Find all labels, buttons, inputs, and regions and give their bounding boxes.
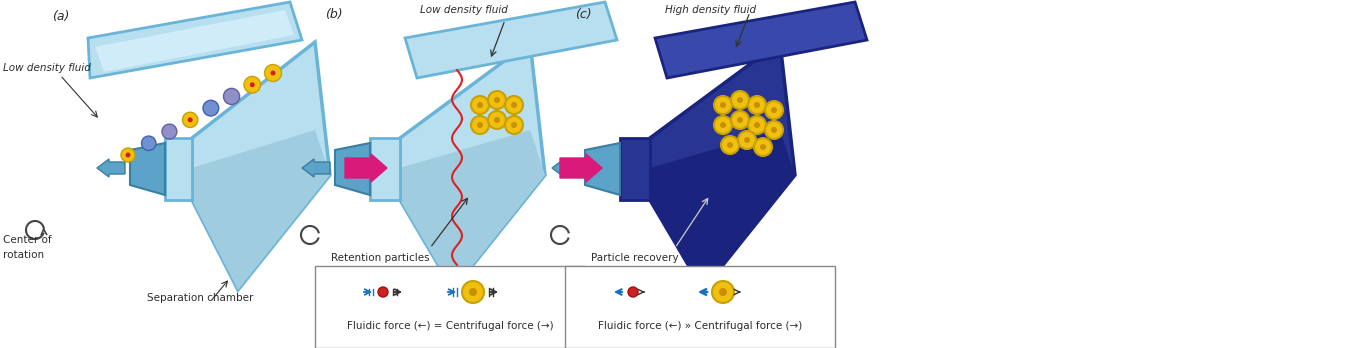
Polygon shape — [650, 130, 795, 290]
Circle shape — [462, 281, 484, 303]
FancyArrow shape — [98, 159, 125, 177]
Circle shape — [628, 287, 639, 297]
Circle shape — [488, 91, 506, 109]
Text: Low density fluid: Low density fluid — [3, 63, 91, 73]
Circle shape — [715, 116, 732, 134]
Circle shape — [161, 124, 176, 139]
Polygon shape — [620, 138, 650, 200]
Text: Fluidic force (←) = Centrifugal force (→): Fluidic force (←) = Centrifugal force (→… — [347, 321, 553, 331]
Circle shape — [754, 122, 759, 128]
Circle shape — [749, 96, 766, 114]
Circle shape — [126, 152, 130, 158]
Circle shape — [224, 88, 240, 104]
Circle shape — [183, 112, 198, 127]
Circle shape — [504, 96, 523, 114]
Text: Particle recovery: Particle recovery — [591, 253, 679, 263]
Circle shape — [121, 148, 136, 162]
Circle shape — [721, 136, 739, 154]
Text: Separation chamber: Separation chamber — [146, 293, 254, 303]
Circle shape — [494, 97, 500, 103]
Circle shape — [738, 97, 743, 103]
Circle shape — [511, 102, 517, 108]
Polygon shape — [584, 143, 620, 195]
Polygon shape — [95, 10, 294, 72]
Circle shape — [754, 102, 759, 108]
Circle shape — [494, 117, 500, 123]
Text: Fluidic force (←) » Centrifugal force (→): Fluidic force (←) » Centrifugal force (→… — [598, 321, 803, 331]
Polygon shape — [335, 143, 370, 195]
Circle shape — [187, 117, 193, 122]
Circle shape — [264, 64, 282, 81]
Circle shape — [759, 144, 766, 150]
Polygon shape — [370, 138, 400, 200]
Polygon shape — [655, 2, 866, 78]
Circle shape — [719, 288, 727, 296]
Text: (b): (b) — [325, 8, 343, 21]
Circle shape — [712, 281, 734, 303]
Circle shape — [141, 136, 156, 150]
FancyArrow shape — [552, 159, 580, 177]
Circle shape — [244, 77, 260, 93]
Circle shape — [203, 100, 218, 116]
Circle shape — [477, 122, 483, 128]
Circle shape — [511, 122, 517, 128]
Circle shape — [378, 287, 388, 297]
Polygon shape — [193, 42, 330, 290]
Circle shape — [754, 138, 772, 156]
Polygon shape — [165, 138, 193, 200]
FancyArrow shape — [560, 154, 602, 182]
Circle shape — [765, 101, 782, 119]
Polygon shape — [130, 143, 165, 195]
Bar — [315, 266, 584, 348]
Circle shape — [731, 91, 749, 109]
Circle shape — [772, 127, 777, 133]
Polygon shape — [400, 42, 545, 290]
FancyArrow shape — [344, 154, 386, 182]
Polygon shape — [650, 42, 795, 290]
Circle shape — [731, 111, 749, 129]
Circle shape — [738, 131, 757, 149]
Text: High density fluid: High density fluid — [664, 5, 757, 15]
Circle shape — [720, 122, 725, 128]
FancyArrow shape — [302, 159, 330, 177]
Circle shape — [469, 288, 477, 296]
Text: (c): (c) — [575, 8, 591, 21]
Circle shape — [715, 96, 732, 114]
Circle shape — [250, 82, 255, 87]
Text: Low density fluid: Low density fluid — [420, 5, 508, 15]
Circle shape — [738, 117, 743, 123]
Text: Center of: Center of — [3, 235, 52, 245]
Circle shape — [471, 96, 490, 114]
Polygon shape — [193, 130, 330, 290]
Polygon shape — [400, 130, 545, 290]
Circle shape — [488, 111, 506, 129]
Circle shape — [720, 102, 725, 108]
Circle shape — [744, 137, 750, 143]
Text: (a): (a) — [52, 10, 69, 23]
Circle shape — [765, 121, 782, 139]
Circle shape — [471, 116, 490, 134]
Circle shape — [477, 102, 483, 108]
Circle shape — [504, 116, 523, 134]
Text: Retention particles: Retention particles — [331, 253, 430, 263]
Polygon shape — [88, 2, 302, 78]
Circle shape — [727, 142, 734, 148]
Circle shape — [772, 107, 777, 113]
Circle shape — [749, 116, 766, 134]
Text: rotation: rotation — [3, 250, 45, 260]
Bar — [565, 266, 835, 348]
Circle shape — [270, 71, 275, 76]
Polygon shape — [405, 2, 617, 78]
